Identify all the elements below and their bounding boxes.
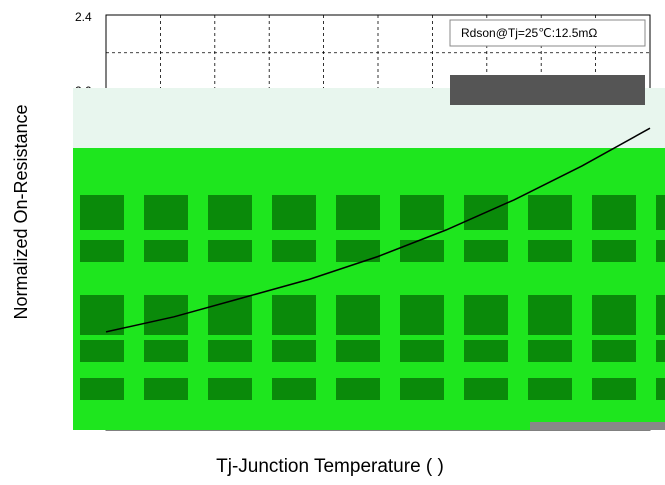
overlay-dark-block	[144, 340, 188, 362]
overlay-dark-block	[400, 240, 444, 262]
overlay-dark-block	[208, 195, 252, 230]
overlay-dark-block	[400, 340, 444, 362]
overlay-dark-block	[336, 195, 380, 230]
overlay-dark-block	[528, 378, 572, 400]
y-tick-label: 2.4	[75, 10, 92, 24]
overlay-dark-block	[272, 240, 316, 262]
overlay-dark-block	[80, 195, 124, 230]
overlay-dark-block	[336, 340, 380, 362]
overlay-dark-block	[656, 340, 665, 362]
overlay-dark-block	[272, 295, 316, 335]
overlay-dark-block	[336, 240, 380, 262]
overlay-dark-block	[592, 240, 636, 262]
overlay-dark-block	[336, 378, 380, 400]
overlay-dark-block	[80, 340, 124, 362]
x-axis-label: Tj-Junction Temperature ( )	[216, 456, 444, 477]
overlay-dark-block	[592, 295, 636, 335]
overlay-dark-block	[656, 240, 665, 262]
overlay-dark-block	[464, 378, 508, 400]
overlay-gray-block	[450, 75, 645, 105]
series-line	[105, 127, 651, 333]
overlay-dark-block	[656, 195, 665, 230]
overlay-dark-block	[592, 340, 636, 362]
overlay-dark-block	[464, 340, 508, 362]
overlay-dark-block	[208, 340, 252, 362]
overlay-dark-block	[528, 240, 572, 262]
overlay-dark-block	[272, 195, 316, 230]
overlay-dark-block	[592, 195, 636, 230]
overlay-dark-block	[464, 240, 508, 262]
overlay-dark-block	[208, 378, 252, 400]
overlay-dark-block	[528, 295, 572, 335]
overlay-dark-block	[592, 378, 636, 400]
overlay-dark-block	[400, 295, 444, 335]
corrupted-overlay	[73, 75, 665, 430]
overlay-dark-block	[400, 195, 444, 230]
overlay-dark-block	[144, 240, 188, 262]
overlay-dark-block	[400, 378, 444, 400]
overlay-dark-block	[80, 295, 124, 335]
overlay-dark-block	[656, 378, 665, 400]
overlay-dark-block	[80, 240, 124, 262]
overlay-dark-block	[208, 240, 252, 262]
overlay-dark-block	[80, 378, 124, 400]
overlay-dark-block	[656, 295, 665, 335]
overlay-dark-block	[144, 378, 188, 400]
overlay-dark-block	[144, 195, 188, 230]
legend-annotation: Rdson@Tj=25℃:12.5mΩ	[461, 26, 597, 40]
overlay-gray-strip	[530, 422, 665, 430]
overlay-dark-block	[528, 340, 572, 362]
overlay-dark-block	[272, 340, 316, 362]
overlay-dark-block	[528, 195, 572, 230]
overlay-dark-block	[464, 295, 508, 335]
y-axis-label: Normalized On-Resistance	[11, 104, 31, 319]
overlay-dark-block	[336, 295, 380, 335]
overlay-dark-block	[272, 378, 316, 400]
legend-box: Rdson@Tj=25℃:12.5mΩ	[449, 19, 646, 47]
